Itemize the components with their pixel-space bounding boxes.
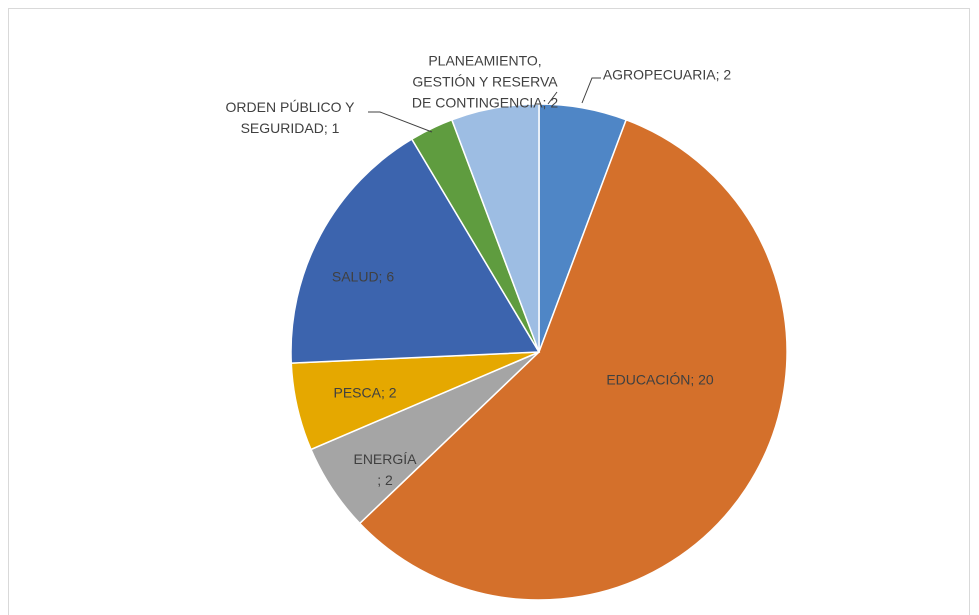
pie-slice [358,118,788,601]
leader-line [368,111,433,133]
pie [290,103,788,601]
pie-slice [290,138,541,364]
pie-slice [450,103,540,353]
data-label: ENERGÍA ; 2 [353,451,417,488]
data-label: SALUD; 6 [331,268,395,285]
data-label: ORDEN PÚBLICO Y SEGURIDAD; 1 [225,99,355,136]
data-label: EDUCACIÓN; 20 [606,371,714,388]
leader-line [581,77,601,104]
data-label: AGROPECUARIA; 2 [602,66,732,83]
data-label: PLANEAMIENTO, GESTIÓN Y RESERVA DE CONTI… [411,52,559,111]
leader-line [547,91,558,105]
data-label: PESCA; 2 [333,384,397,401]
